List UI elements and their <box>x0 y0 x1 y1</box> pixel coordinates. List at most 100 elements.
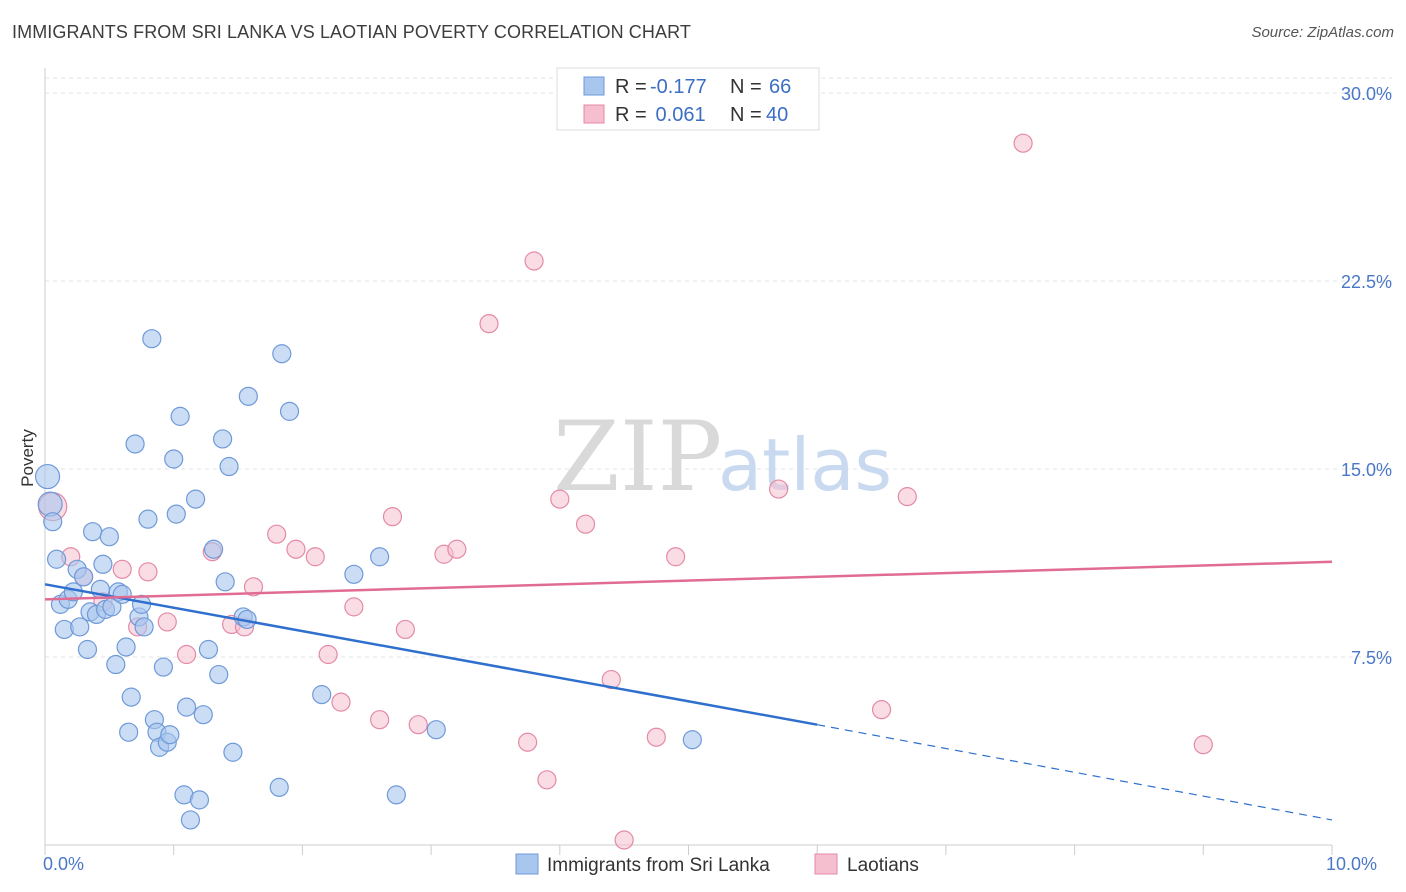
laotians-point <box>479 314 499 334</box>
laotians-point <box>370 710 390 730</box>
sri-lanka-point <box>223 742 243 762</box>
sri-lanka-point <box>93 554 113 574</box>
sri-lanka-point <box>125 434 145 454</box>
legend-n-label-2: N = <box>730 104 762 126</box>
laotians-point <box>646 727 666 747</box>
laotians-point <box>112 559 132 579</box>
sri-lanka-point <box>189 790 210 810</box>
sri-lanka-point <box>215 572 235 592</box>
sri-lanka-point <box>106 654 126 675</box>
sri-lanka-point <box>70 617 90 637</box>
laotians-point <box>243 577 264 597</box>
x-tick-label-max: 10.0% <box>1326 854 1377 874</box>
laotians-point <box>286 539 306 559</box>
sri-lanka-point <box>166 504 186 524</box>
sri-lanka-point <box>138 509 158 529</box>
sri-lanka-point <box>312 685 332 705</box>
sri-lanka-point <box>180 810 201 830</box>
sri-lanka-point <box>682 730 702 750</box>
y-tick-label: 15.0% <box>1341 460 1392 480</box>
sri-lanka-point <box>46 549 67 569</box>
bottom-legend-swatch-laotians <box>814 853 838 875</box>
laotians-point <box>331 692 351 712</box>
sri-lanka-point <box>279 401 300 421</box>
laotians-point <box>408 715 428 735</box>
legend-n-value-2: 40 <box>766 104 788 126</box>
sri-lanka-point <box>238 386 258 406</box>
sri-lanka-point <box>344 564 364 584</box>
bottom-legend-label-sri-lanka: Immigrants from Sri Lanka <box>547 855 770 876</box>
sri-lanka-point <box>160 725 180 745</box>
sri-lanka-point <box>121 687 141 707</box>
axes <box>44 68 1332 846</box>
sri-lanka-point <box>219 456 239 477</box>
y-tick-label: 7.5% <box>1351 648 1392 668</box>
sri-lanka-point <box>74 567 94 587</box>
sri-lanka-point <box>386 785 406 805</box>
y-axis-title: Poverty <box>18 429 37 487</box>
series-legend: Immigrants from Sri Lanka Laotians <box>515 853 919 876</box>
sri-lanka-point <box>185 489 206 509</box>
legend-n-label-1: N = <box>730 76 762 98</box>
y-tick-labels: 7.5% 15.0% 22.5% 30.0% <box>1341 84 1392 668</box>
legend-swatch-laotians <box>583 104 605 124</box>
sri-lanka-point <box>131 594 152 614</box>
laotians-point <box>447 539 467 559</box>
laotians-point <box>267 524 287 544</box>
laotians-point <box>871 700 892 720</box>
sri-lanka-trend-line <box>44 583 818 726</box>
laotians-point <box>575 514 596 534</box>
laotians-point <box>318 644 338 665</box>
bottom-legend-swatch-sri-lanka <box>515 853 539 875</box>
sri-lanka-point <box>176 697 197 717</box>
laotians-point <box>768 479 789 499</box>
sri-lanka-points <box>34 329 702 830</box>
sri-lanka-point <box>153 657 174 677</box>
sri-lanka-point <box>77 639 98 660</box>
laotians-point <box>176 644 197 665</box>
laotians-point <box>157 612 177 632</box>
laotians-point <box>601 669 621 690</box>
chart-source: Source: ZipAtlas.com <box>1251 24 1394 41</box>
sri-lanka-point <box>209 664 229 685</box>
laotians-point <box>382 507 403 527</box>
sri-lanka-point <box>43 512 63 532</box>
laotians-point <box>1013 133 1033 153</box>
legend-r-label-2: R = <box>615 104 647 126</box>
y-tick-label: 30.0% <box>1341 84 1392 104</box>
sri-lanka-point <box>203 539 224 559</box>
sri-lanka-point <box>269 777 289 797</box>
laotians-points <box>38 133 1213 850</box>
sri-lanka-point <box>99 527 119 547</box>
sri-lanka-point <box>193 705 213 725</box>
laotians-point <box>138 562 158 582</box>
chart-title: IMMIGRANTS FROM SRI LANKA VS LAOTIAN POV… <box>12 22 691 42</box>
laotians-point <box>1193 735 1213 755</box>
sri-lanka-point <box>164 449 184 469</box>
legend-r-value-2: 0.061 <box>650 104 706 126</box>
sri-lanka-point <box>170 406 190 426</box>
sri-lanka-point <box>198 639 219 660</box>
sri-lanka-point <box>83 522 103 542</box>
sri-lanka-point <box>119 722 139 742</box>
laotians-point <box>537 770 557 790</box>
bottom-legend-label-laotians: Laotians <box>847 855 919 876</box>
x-tick-label-min: 0.0% <box>43 854 84 874</box>
laotians-point <box>305 547 325 567</box>
watermark: ZIP atlas <box>553 401 892 513</box>
laotians-point <box>395 619 415 640</box>
sri-lanka-point <box>426 720 446 740</box>
laotians-point <box>524 251 544 271</box>
watermark-zip: ZIP <box>553 401 722 513</box>
sri-lanka-point <box>142 329 162 349</box>
y-tick-label: 22.5% <box>1341 272 1392 292</box>
sri-lanka-point <box>116 637 136 657</box>
sri-lanka-point <box>272 344 292 364</box>
laotians-point <box>666 547 686 567</box>
laotians-point <box>550 489 570 509</box>
sri-lanka-point <box>134 617 154 637</box>
laotians-point <box>518 732 538 752</box>
laotians-point <box>344 597 364 617</box>
sri-lanka-trend-extension <box>817 724 1333 821</box>
